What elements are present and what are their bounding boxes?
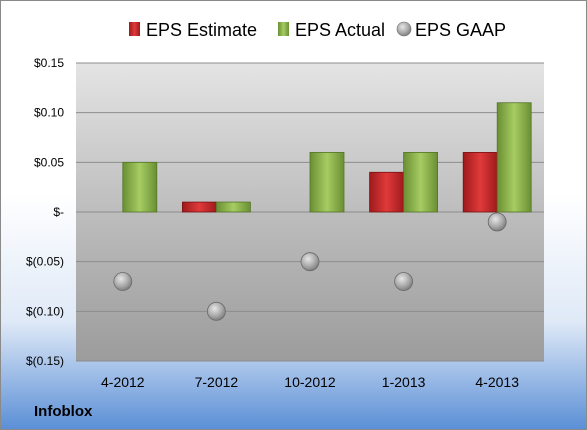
legend-eps-estimate-swatch <box>129 22 140 36</box>
eps-actual-bar <box>496 102 532 213</box>
legend-eps-gaap-swatch <box>396 21 412 37</box>
y-tick-label: $(0.05) <box>26 255 64 269</box>
eps-actual-bar <box>215 201 251 213</box>
eps-estimate-bar <box>369 171 405 213</box>
y-tick-label: $0.05 <box>34 155 64 169</box>
eps-actual-bar <box>122 161 158 213</box>
x-tick-label: 1-2013 <box>382 374 426 390</box>
x-tick-label: 4-2012 <box>101 374 145 390</box>
y-tick-label: $- <box>53 205 64 219</box>
eps-actual-bar <box>309 151 345 213</box>
y-tick-label: $(0.15) <box>26 354 64 368</box>
x-tick-label: 10-2012 <box>284 374 336 390</box>
legend-eps-gaap-label: EPS GAAP <box>415 20 506 40</box>
eps-gaap-marker <box>487 212 507 232</box>
eps-estimate-bar <box>462 151 498 213</box>
eps-gaap-marker <box>113 272 133 291</box>
eps-actual-bar <box>403 151 439 213</box>
eps-gaap-marker <box>394 272 414 291</box>
y-tick-label: $0.10 <box>34 106 64 120</box>
y-tick-label: $0.15 <box>34 56 64 70</box>
company-name: Infoblox <box>34 403 93 420</box>
y-tick-label: $(0.10) <box>26 304 64 318</box>
legend-eps-estimate-label: EPS Estimate <box>146 20 257 40</box>
eps-gaap-marker <box>300 252 320 272</box>
legend-eps-actual-label: EPS Actual <box>295 20 385 40</box>
x-tick-label: 7-2012 <box>195 374 239 390</box>
legend-eps-actual-swatch <box>278 22 289 36</box>
eps-estimate-bar <box>181 201 217 213</box>
x-tick-label: 4-2013 <box>475 374 519 390</box>
eps-gaap-marker <box>206 301 226 321</box>
